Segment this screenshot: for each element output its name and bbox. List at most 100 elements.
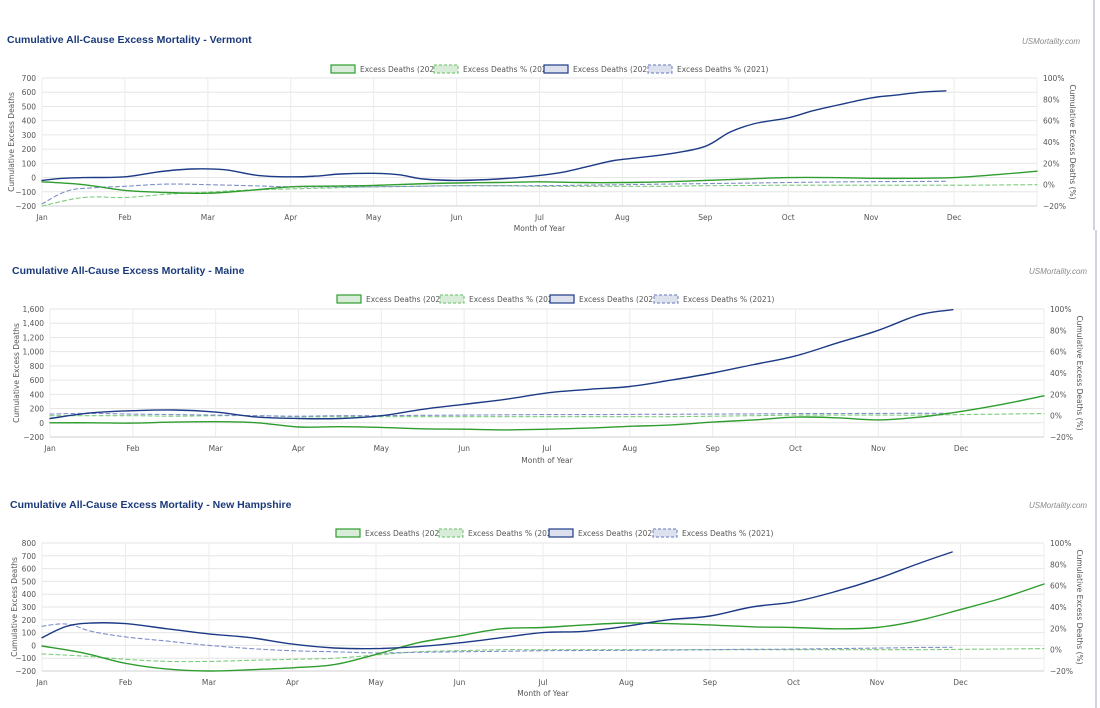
x-tick-label: Jun — [453, 678, 466, 687]
y-tick-label: 700 — [22, 552, 37, 561]
y2-tick-label: 20% — [1050, 390, 1067, 399]
x-tick-label: Oct — [787, 678, 800, 687]
legend-swatch — [543, 64, 569, 74]
y2-tick-label: −20% — [1050, 433, 1073, 442]
y2-tick-label: 40% — [1050, 603, 1067, 612]
source-label[interactable]: USMortality.com — [1022, 37, 1081, 46]
y-tick-label: 0 — [39, 419, 44, 428]
y-tick-label: 200 — [30, 405, 45, 414]
legend-swatch — [549, 294, 575, 304]
y2-tick-label: 0% — [1043, 181, 1055, 190]
x-axis-title: Month of Year — [517, 689, 569, 698]
y-tick-label: 800 — [22, 539, 37, 548]
x-tick-label: Dec — [954, 444, 969, 453]
y-tick-label: 100 — [22, 159, 37, 168]
legend-label: Excess Deaths % (2020) — [469, 295, 560, 304]
series-line-excess-deaths-2020 — [41, 583, 1045, 672]
y-tick-label: 0 — [31, 174, 36, 183]
legend-label: Excess Deaths % (2021) — [682, 529, 773, 538]
y2-tick-label: 40% — [1050, 369, 1067, 378]
y2-tick-label: 100% — [1050, 305, 1071, 314]
x-tick-label: Feb — [119, 678, 133, 687]
y2-tick-label: 60% — [1050, 582, 1067, 591]
y2-tick-label: 100% — [1050, 539, 1071, 548]
x-tick-label: Jan — [35, 213, 48, 222]
x-tick-label: Sep — [698, 213, 712, 222]
legend-swatch — [330, 64, 356, 74]
legend-label: Excess Deaths % (2020) — [468, 529, 559, 538]
y-tick-label: 500 — [22, 577, 37, 586]
y2-axis-title: Cumulative Excess Deaths (%) — [1075, 549, 1084, 664]
x-tick-label: Aug — [615, 213, 630, 222]
source-label[interactable]: USMortality.com — [1029, 267, 1088, 276]
source-label[interactable]: USMortality.com — [1029, 501, 1088, 510]
x-tick-label: Dec — [953, 678, 968, 687]
y-tick-label: 300 — [22, 603, 37, 612]
x-tick-label: Apr — [292, 444, 306, 453]
series-line-excess-deaths-2021 — [49, 309, 954, 420]
legend-label: Excess Deaths (2021) — [578, 529, 660, 538]
chart-title: Cumulative All-Cause Excess Mortality - … — [7, 34, 252, 46]
x-tick-label: Oct — [782, 213, 795, 222]
x-tick-label: Feb — [118, 213, 132, 222]
page-scroll-edge-lower — [1095, 230, 1097, 708]
y-tick-label: 400 — [22, 117, 37, 126]
x-tick-label: Jan — [35, 678, 48, 687]
y2-tick-label: −20% — [1043, 202, 1066, 211]
y-tick-label: 600 — [22, 88, 37, 97]
y-tick-label: 700 — [22, 74, 37, 83]
legend-swatch — [438, 528, 464, 538]
series-line-excess-deaths-2021 — [41, 180, 947, 205]
x-axis-title: Month of Year — [514, 224, 566, 233]
chart-vermont: 700 600 500 400 300 200 100 0 −100 −200 100% 80% 60%… — [7, 64, 1077, 233]
x-tick-label: Mar — [209, 444, 224, 453]
legend-label: Excess Deaths (2021) — [573, 65, 655, 74]
legend-label: Excess Deaths % (2020) — [463, 65, 554, 74]
y-tick-label: 600 — [22, 565, 37, 574]
y-tick-label: −200 — [23, 433, 44, 442]
y-axis-title: Cumulative Excess Deaths — [10, 557, 19, 657]
x-tick-label: May — [366, 213, 382, 222]
x-tick-label: Jan — [43, 444, 56, 453]
y2-tick-label: 80% — [1043, 95, 1060, 104]
y-tick-label: 100 — [22, 629, 37, 638]
y2-tick-label: 80% — [1050, 326, 1067, 335]
y2-axis-title: Cumulative Excess Deaths (%) — [1075, 315, 1084, 430]
legend-label: Excess Deaths (2020) — [366, 295, 448, 304]
legend-swatch — [653, 294, 679, 304]
x-tick-label: Jun — [457, 444, 470, 453]
series-line-excess-deaths-2021 — [49, 412, 954, 417]
y-tick-label: 200 — [22, 145, 37, 154]
x-tick-label: Dec — [947, 213, 962, 222]
y-tick-label: 0 — [31, 641, 36, 650]
series-line-excess-deaths-2020 — [49, 395, 1045, 431]
x-tick-label: Jul — [534, 213, 544, 222]
y2-axis-title: Cumulative Excess Deaths (%) — [1068, 84, 1077, 199]
x-tick-label: Mar — [201, 213, 216, 222]
legend-label: Excess Deaths (2020) — [365, 529, 447, 538]
y2-tick-label: −20% — [1050, 667, 1073, 676]
legend-swatch — [439, 294, 465, 304]
x-tick-label: May — [368, 678, 384, 687]
x-tick-label: Aug — [619, 678, 634, 687]
y2-tick-label: 100% — [1043, 74, 1064, 83]
y-axis-title: Cumulative Excess Deaths — [12, 323, 21, 423]
x-tick-label: Aug — [623, 444, 638, 453]
legend-swatch — [548, 528, 574, 538]
series-line-excess-deaths-2020 — [41, 184, 1038, 207]
legend-label: Excess Deaths (2020) — [360, 65, 442, 74]
y-tick-label: 200 — [22, 616, 37, 625]
chart-maine: 1,600 1,400 1,200 1,000 800 600 400 200 0 −200 100… — [12, 294, 1084, 465]
legend-swatch — [433, 64, 459, 74]
legend-label: Excess Deaths (2021) — [579, 295, 661, 304]
y-tick-label: 500 — [22, 102, 37, 111]
y-tick-label: 300 — [22, 131, 37, 140]
y2-tick-label: 40% — [1043, 138, 1060, 147]
series-line-excess-deaths-2021 — [41, 90, 947, 182]
y-tick-label: 1,000 — [23, 348, 45, 357]
x-tick-label: Feb — [126, 444, 140, 453]
y-tick-label: −200 — [15, 202, 36, 211]
x-tick-label: Apr — [286, 678, 300, 687]
legend-swatch — [652, 528, 678, 538]
y-tick-label: 600 — [30, 376, 45, 385]
